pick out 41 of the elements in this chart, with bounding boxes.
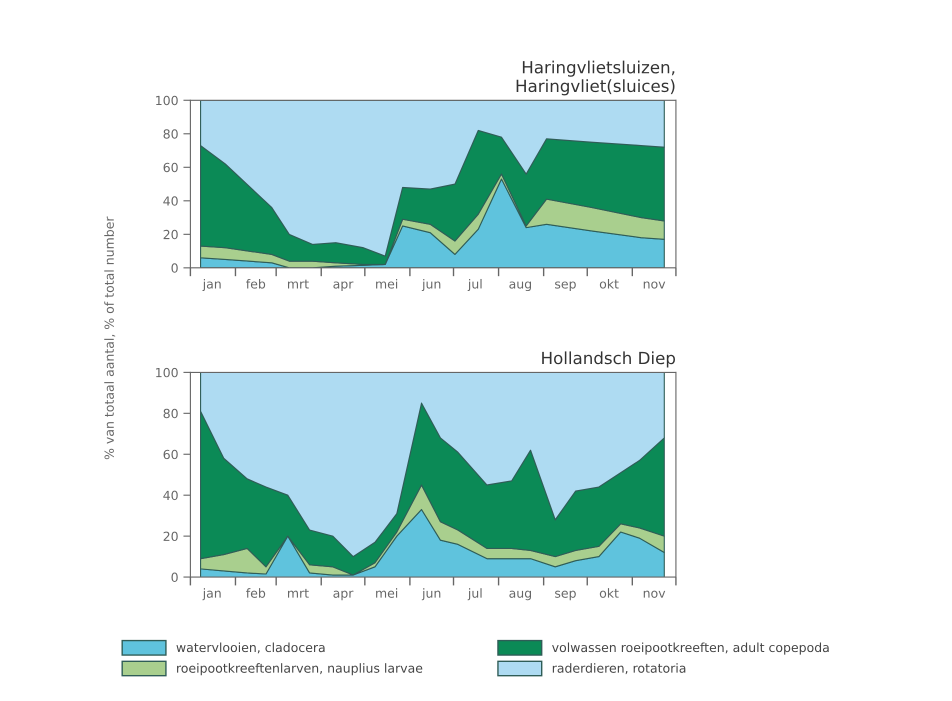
y-tick-label: 80 xyxy=(164,408,178,418)
x-tick-label: mrt xyxy=(288,588,309,598)
x-tick-label: okt xyxy=(600,278,619,289)
x-tick-label: feb xyxy=(246,588,266,598)
chart-title: Haringvlietsluizen, Haringvliet(sluices) xyxy=(516,60,674,96)
x-tick-label: nov xyxy=(644,281,666,289)
chart-title: Hollandsch Diep xyxy=(542,351,676,368)
y-tick-label: 0 xyxy=(171,572,178,582)
x-tick-label: aug xyxy=(509,281,531,292)
x-tick-label: apr xyxy=(333,590,354,600)
y-tick-label: 20 xyxy=(164,532,178,542)
y-tick-label: 60 xyxy=(164,450,178,460)
x-tick-label: mei xyxy=(376,278,398,289)
x-tick-label: mrt xyxy=(288,280,309,288)
x-tick-label: apr xyxy=(333,281,354,292)
x-tick-label: mei xyxy=(376,588,398,598)
x-tick-label: jan xyxy=(202,588,221,600)
legend-label: volwassen roeipootkreeften, adult copepoda xyxy=(552,642,829,655)
x-tick-label: jun xyxy=(422,278,440,292)
x-tick-label: sep xyxy=(555,590,576,600)
legend-label: watervlooien, cladocera xyxy=(176,642,325,654)
legend-label: raderdieren, rotatoria xyxy=(552,663,686,674)
y-tick-label: 60 xyxy=(164,162,178,172)
y-tick-label: 100 xyxy=(156,96,178,106)
y-axis-title: % van totaal aantal, % of total number xyxy=(104,216,116,460)
x-tick-label: nov xyxy=(644,590,666,598)
x-tick-label: jul xyxy=(468,278,482,292)
y-tick-label: 0 xyxy=(171,263,178,273)
x-tick-label: okt xyxy=(600,588,619,598)
y-tick-label: 40 xyxy=(163,490,178,500)
y-tick-label: 40 xyxy=(163,196,178,206)
y-tick-label: 20 xyxy=(164,230,178,240)
x-tick-label: feb xyxy=(246,278,266,289)
x-tick-label: aug xyxy=(509,590,531,600)
x-tick-label: jun xyxy=(422,588,440,600)
legend-label: roeipootkreeftenlarven, nauplius larvae xyxy=(177,663,422,676)
x-tick-label: jul xyxy=(468,588,482,600)
x-tick-label: jan xyxy=(202,278,221,292)
y-tick-label: 80 xyxy=(164,129,178,139)
y-tick-label: 100 xyxy=(156,368,178,378)
x-tick-label: sep xyxy=(555,281,576,292)
